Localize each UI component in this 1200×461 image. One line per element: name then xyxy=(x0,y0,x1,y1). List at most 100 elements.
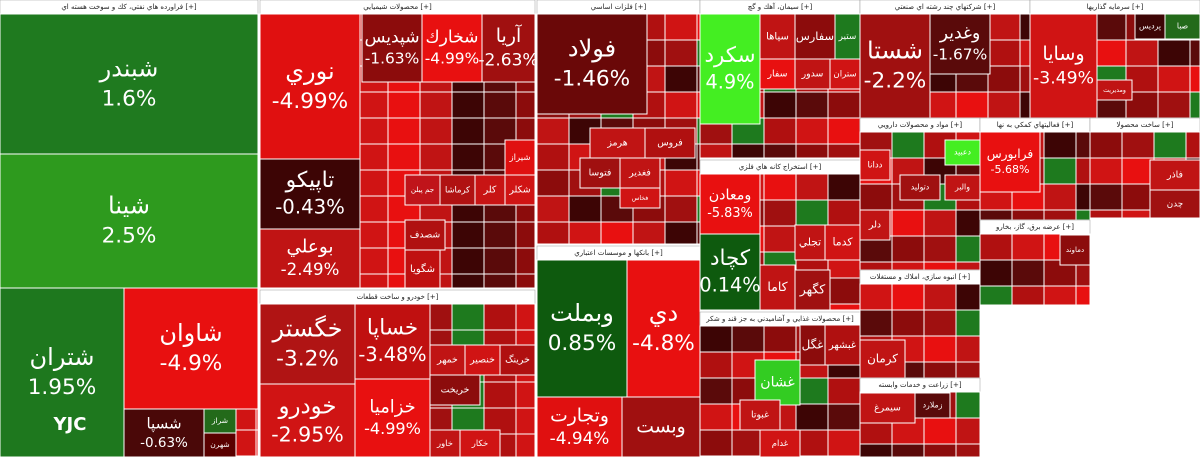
stock-tile[interactable] xyxy=(1096,79,1133,101)
stock-tile[interactable] xyxy=(1134,13,1166,40)
stock-tile[interactable] xyxy=(644,127,696,159)
stock-tile[interactable] xyxy=(259,303,356,385)
stock-label: شهرن xyxy=(210,440,229,449)
filler-tile xyxy=(827,303,861,311)
stock-tile[interactable] xyxy=(354,378,431,458)
stock-tile[interactable] xyxy=(859,209,891,241)
filler-tile xyxy=(1075,131,1091,159)
stock-tile[interactable] xyxy=(794,224,826,261)
sector-title[interactable]: فراورده هاي نفتي، كك و سوخت هسته اي [+] xyxy=(61,3,197,11)
stock-tile[interactable] xyxy=(859,13,931,119)
stock-tile[interactable] xyxy=(824,324,861,366)
filler-tile xyxy=(827,117,861,145)
stock-tile[interactable] xyxy=(354,303,431,380)
stock-tile[interactable] xyxy=(123,408,205,458)
sector-title[interactable]: شركتهاي چند رشته اي صنعتي [+] xyxy=(895,3,996,11)
stock-tile[interactable] xyxy=(619,187,661,209)
stock-label: كاما xyxy=(767,279,787,294)
stock-tile[interactable] xyxy=(123,287,259,410)
stock-tile[interactable] xyxy=(899,174,941,201)
sector-title[interactable]: فعاليتهاي كمكي به نها [+] xyxy=(997,121,1074,129)
stock-tile[interactable] xyxy=(464,344,501,376)
filler-tile xyxy=(827,403,861,431)
sector-title[interactable]: سيمان، آهك و گچ [+] xyxy=(748,2,813,11)
sector-title[interactable]: فلزات اساسي [+] xyxy=(591,3,647,11)
filler-tile xyxy=(827,429,861,457)
stock-tile[interactable] xyxy=(626,259,701,398)
sector-title[interactable]: انبوه سازي، املاك و مستغلات [+] xyxy=(870,273,970,281)
sector-title[interactable]: سرمايه گذاريها [+] xyxy=(1087,2,1144,11)
stock-label: فتوسا xyxy=(589,168,612,179)
stock-label: خرينگ xyxy=(505,354,530,366)
sector-title[interactable]: استخراج كانه هاي فلزي [+] xyxy=(739,163,822,171)
sector-title[interactable]: زراعت و خدمات وابسته [+] xyxy=(878,381,961,389)
sector-title[interactable]: مواد و محصولات دارويي [+] xyxy=(878,121,962,129)
stock-tile[interactable] xyxy=(504,139,536,176)
stock-tile[interactable] xyxy=(1029,13,1098,119)
stock-tile[interactable] xyxy=(474,174,506,206)
stock-tile[interactable] xyxy=(859,392,916,424)
stock-tile[interactable] xyxy=(759,264,796,311)
stock-tile[interactable] xyxy=(499,344,536,376)
stock-tile[interactable] xyxy=(944,174,981,201)
stock-tile[interactable] xyxy=(1164,13,1200,40)
stock-tile[interactable] xyxy=(0,13,259,155)
stock-tile[interactable] xyxy=(794,13,836,60)
stock-tile[interactable] xyxy=(859,339,906,379)
stock-tile[interactable] xyxy=(759,58,796,90)
stock-tile[interactable] xyxy=(459,429,501,458)
stock-tile[interactable] xyxy=(699,13,761,125)
stock-tile[interactable] xyxy=(929,13,991,75)
stock-tile[interactable] xyxy=(404,174,441,206)
stock-tile[interactable] xyxy=(421,13,483,83)
sector-title[interactable]: محصولات شيميايي [+] xyxy=(363,3,432,11)
stock-tile[interactable] xyxy=(439,174,476,206)
stock-tile[interactable] xyxy=(1149,189,1200,219)
stock-tile[interactable] xyxy=(536,259,628,398)
stock-tile[interactable] xyxy=(259,158,361,230)
stock-tile[interactable] xyxy=(404,249,441,289)
stock-tile[interactable] xyxy=(619,157,661,189)
stock-tile[interactable] xyxy=(0,287,125,458)
stock-change: -3.49% xyxy=(1033,68,1094,88)
stock-tile[interactable] xyxy=(979,131,1041,193)
sector-title[interactable]: ساخت محصولا [+] xyxy=(1117,121,1174,129)
filler-tile xyxy=(827,455,861,458)
sector-title[interactable]: خودرو و ساخت قطعات [+] xyxy=(357,293,439,301)
stock-tile[interactable] xyxy=(759,429,801,458)
stock-tile[interactable] xyxy=(429,374,481,406)
stock-tile[interactable] xyxy=(429,344,466,376)
filler-tile xyxy=(979,285,1013,306)
stock-tile[interactable] xyxy=(536,396,623,458)
stock-tile[interactable] xyxy=(794,269,831,311)
stock-change: -2.49% xyxy=(281,260,340,279)
sector-title[interactable]: محصولات غذايي و آشاميدني به جز قند و شكر… xyxy=(705,314,854,323)
stock-tile[interactable] xyxy=(203,432,237,458)
stock-change: -2.95% xyxy=(271,422,344,446)
sector-title[interactable]: بانكها و موسسات اعتباري [+] xyxy=(574,249,663,257)
filler-tile xyxy=(483,221,517,249)
sector-title[interactable]: عرضه برق، گاز، بخارو [+] xyxy=(995,222,1074,231)
stock-tile[interactable] xyxy=(1059,234,1091,266)
stock-tile[interactable] xyxy=(699,173,761,235)
stock-tile[interactable] xyxy=(259,13,361,160)
stock-tile[interactable] xyxy=(824,224,861,261)
stock-tile[interactable] xyxy=(759,13,796,60)
filler-tile xyxy=(483,273,517,289)
stock-tile[interactable] xyxy=(621,396,701,458)
stock-label: دعبيد xyxy=(954,148,971,157)
stock-tile[interactable] xyxy=(944,139,981,166)
stock-tile[interactable] xyxy=(799,324,826,366)
stock-tile[interactable] xyxy=(259,383,356,458)
stock-label: خمهر xyxy=(436,355,458,366)
stock-label: شپديس xyxy=(364,28,419,48)
stock-tile[interactable] xyxy=(259,228,361,289)
stock-tile[interactable] xyxy=(481,13,536,83)
stock-tile[interactable] xyxy=(859,149,891,181)
stock-tile[interactable] xyxy=(361,13,423,83)
stock-tile[interactable] xyxy=(0,153,259,289)
stock-tile[interactable] xyxy=(536,13,648,115)
filler-tile xyxy=(699,377,733,405)
filler-tile xyxy=(515,273,536,289)
stock-tile[interactable] xyxy=(699,233,761,311)
